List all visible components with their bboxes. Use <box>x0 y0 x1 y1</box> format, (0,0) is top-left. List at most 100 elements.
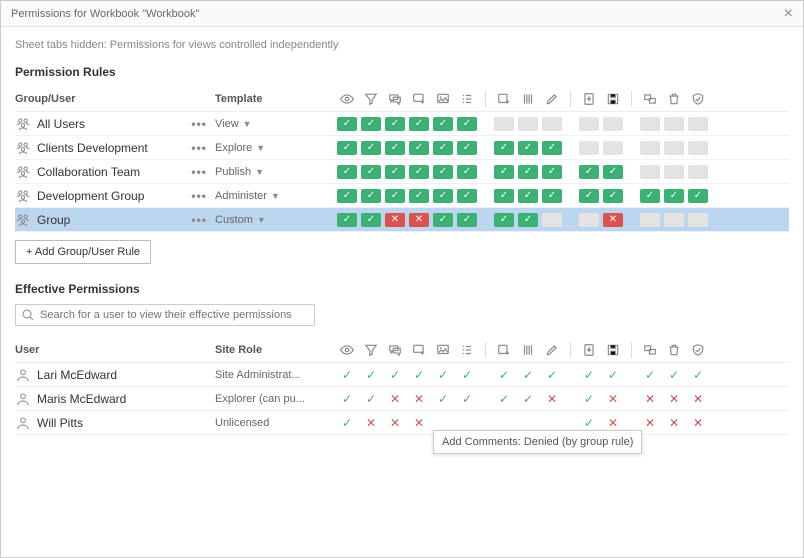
rule-row[interactable]: Collaboration Team•••Publish▼ <box>15 160 789 184</box>
capability-cell[interactable] <box>518 189 538 203</box>
capability-cell[interactable] <box>433 141 453 155</box>
capability-cell[interactable] <box>640 165 660 179</box>
capability-cell[interactable] <box>361 165 381 179</box>
capability-cell[interactable] <box>433 117 453 131</box>
capability-cell[interactable] <box>457 141 477 155</box>
capability-cell[interactable] <box>518 213 538 227</box>
rule-actions-menu[interactable]: ••• <box>191 141 207 155</box>
capability-cell[interactable] <box>385 189 405 203</box>
capability-cell[interactable] <box>337 213 357 227</box>
capability-cell[interactable] <box>385 141 405 155</box>
capability-cell[interactable] <box>457 117 477 131</box>
capability-cell[interactable] <box>603 165 623 179</box>
capability-cell[interactable] <box>542 117 562 131</box>
capability-cell[interactable] <box>494 117 514 131</box>
capability-cell[interactable] <box>337 165 357 179</box>
capability-cell[interactable] <box>542 165 562 179</box>
capability-cell[interactable] <box>494 213 514 227</box>
capability-cell[interactable] <box>337 141 357 155</box>
capability-cell[interactable] <box>688 141 708 155</box>
capability-cell[interactable] <box>433 213 453 227</box>
effective-row[interactable]: Maris McEdwardExplorer (can pu... <box>15 387 789 411</box>
template-dropdown[interactable]: Explore▼ <box>215 142 335 154</box>
edit-icon <box>540 343 564 357</box>
capability-cell[interactable] <box>337 189 357 203</box>
capability-cell[interactable] <box>579 165 599 179</box>
rule-row[interactable]: Clients Development•••Explore▼ <box>15 136 789 160</box>
capability-cell[interactable] <box>361 189 381 203</box>
template-dropdown[interactable]: Custom▼ <box>215 214 335 226</box>
capability-cell[interactable] <box>361 117 381 131</box>
capability-cell[interactable] <box>337 117 357 131</box>
close-icon[interactable]: × <box>784 6 793 22</box>
capability-cell[interactable] <box>361 213 381 227</box>
effective-row[interactable]: Lari McEdwardSite Administrat... <box>15 363 789 387</box>
site-role: Explorer (can pu... <box>215 393 335 405</box>
capability-cell[interactable] <box>385 213 405 227</box>
rule-actions-menu[interactable]: ••• <box>191 213 207 227</box>
capability-cell[interactable] <box>409 213 429 227</box>
effective-body: Lari McEdwardSite Administrat...Maris Mc… <box>15 363 789 435</box>
capability-cell[interactable] <box>494 189 514 203</box>
capability-cell[interactable] <box>664 213 684 227</box>
image-icon <box>431 92 455 106</box>
capability-cell[interactable] <box>640 141 660 155</box>
rule-actions-menu[interactable]: ••• <box>191 165 207 179</box>
capability-cell[interactable] <box>494 165 514 179</box>
capability-cell[interactable] <box>603 213 623 227</box>
template-dropdown[interactable]: View▼ <box>215 118 335 130</box>
capability-cell[interactable] <box>579 117 599 131</box>
template-dropdown[interactable]: Administer▼ <box>215 190 335 202</box>
effective-row[interactable]: Will PittsUnlicensed <box>15 411 789 435</box>
capability-cell[interactable] <box>579 141 599 155</box>
capability-cell[interactable] <box>579 189 599 203</box>
capability-cell[interactable] <box>579 213 599 227</box>
capability-cell[interactable] <box>688 165 708 179</box>
capability-cell[interactable] <box>494 141 514 155</box>
capability-cell[interactable] <box>457 189 477 203</box>
capability-cell[interactable] <box>518 141 538 155</box>
capability-cell[interactable] <box>640 189 660 203</box>
capability-cell[interactable] <box>688 213 708 227</box>
capability-cell[interactable] <box>457 165 477 179</box>
capability-cell[interactable] <box>603 189 623 203</box>
capability-cell[interactable] <box>409 189 429 203</box>
capability-cell[interactable] <box>518 165 538 179</box>
effective-capability <box>662 392 686 406</box>
capability-cell[interactable] <box>409 165 429 179</box>
rule-actions-menu[interactable]: ••• <box>191 189 207 203</box>
capability-cell[interactable] <box>542 189 562 203</box>
capability-cell[interactable] <box>409 117 429 131</box>
capability-cell[interactable] <box>664 117 684 131</box>
capability-cell[interactable] <box>409 141 429 155</box>
capability-cell[interactable] <box>664 189 684 203</box>
capability-cell[interactable] <box>603 117 623 131</box>
capability-cell[interactable] <box>433 189 453 203</box>
capability-cell[interactable] <box>385 165 405 179</box>
rule-row[interactable]: Development Group•••Administer▼ <box>15 184 789 208</box>
effective-search-input[interactable] <box>40 309 308 321</box>
effective-capability <box>359 416 383 430</box>
rule-actions-menu[interactable]: ••• <box>191 117 207 131</box>
capability-cell[interactable] <box>640 213 660 227</box>
capability-cell[interactable] <box>542 141 562 155</box>
capability-cell[interactable] <box>433 165 453 179</box>
rule-row[interactable]: Group•••Custom▼ <box>15 208 789 232</box>
capability-cell[interactable] <box>664 141 684 155</box>
capability-cell[interactable] <box>361 141 381 155</box>
capability-cell[interactable] <box>518 117 538 131</box>
capability-cell[interactable] <box>640 117 660 131</box>
template-dropdown[interactable]: Publish▼ <box>215 166 335 178</box>
capability-tooltip: Add Comments: Denied (by group rule) <box>433 430 642 454</box>
capability-cell[interactable] <box>457 213 477 227</box>
capability-cell[interactable] <box>688 189 708 203</box>
capability-cell[interactable] <box>542 213 562 227</box>
add-group-user-rule-button[interactable]: + Add Group/User Rule <box>15 240 151 264</box>
search-icon <box>22 309 34 321</box>
capability-cell[interactable] <box>603 141 623 155</box>
capability-cell[interactable] <box>688 117 708 131</box>
capability-cell[interactable] <box>385 117 405 131</box>
rule-row[interactable]: All Users•••View▼ <box>15 112 789 136</box>
effective-search[interactable] <box>15 304 315 326</box>
capability-cell[interactable] <box>664 165 684 179</box>
